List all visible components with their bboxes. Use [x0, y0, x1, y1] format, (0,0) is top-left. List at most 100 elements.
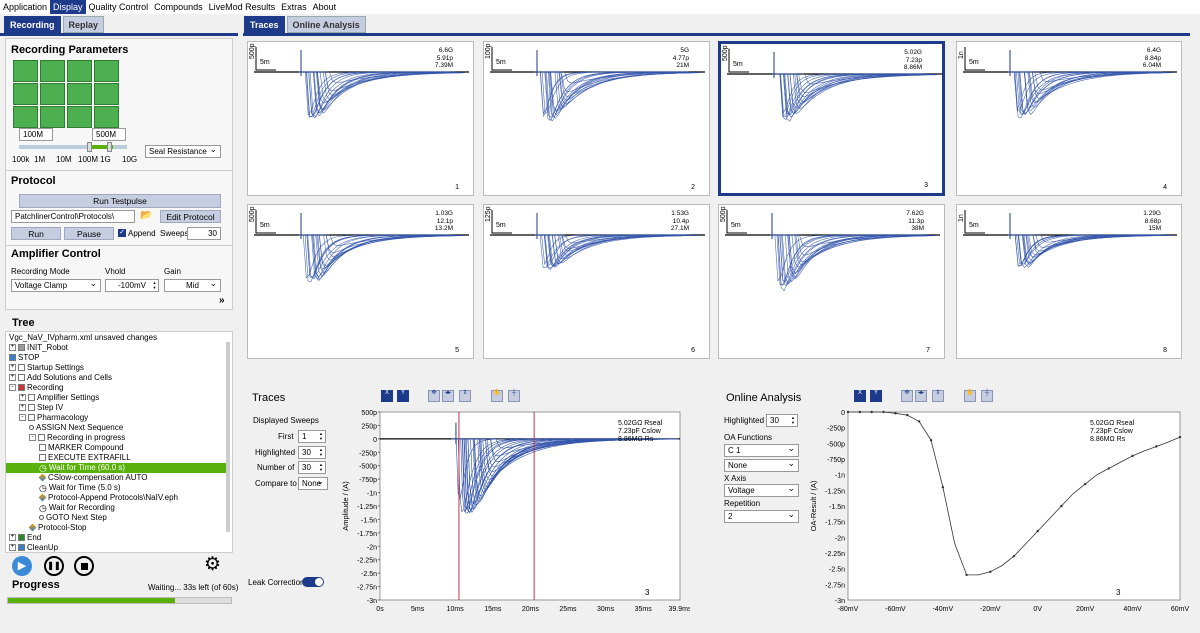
pause-button[interactable]: Pause: [64, 227, 114, 240]
traces-chart[interactable]: 500p 250p 0 -250p -500p -750p -1n -1.25n -1.5n -1…: [340, 404, 690, 628]
tree-item[interactable]: + Startup Settings: [6, 363, 226, 373]
vhold-stepper[interactable]: -100mV: [105, 279, 159, 292]
recording-mode-select[interactable]: Voltage Clamp: [11, 278, 101, 292]
menu-item-livemod-results[interactable]: LiveMod Results: [208, 2, 276, 12]
menu-item-compounds[interactable]: Compounds: [154, 2, 203, 12]
protocol-path-field[interactable]: PatchlinerControl\Protocols\: [11, 210, 135, 223]
repetition-select[interactable]: 2: [724, 509, 799, 523]
tree-item[interactable]: + Amplifier Settings: [6, 393, 226, 403]
trace-panel[interactable]: 500p 5m 5.02G 7.23p 8.86M 3: [718, 41, 945, 196]
tab-recording[interactable]: Recording: [4, 16, 61, 33]
scroll-y-icon[interactable]: ⇕: [459, 390, 471, 402]
scroll-x-icon[interactable]: ◂▸: [442, 390, 454, 402]
tree-item[interactable]: Vgc_NaV_IVpharm.xml unsaved changes: [6, 333, 226, 343]
expand-toggle-icon[interactable]: +: [9, 544, 16, 552]
pan-icon[interactable]: ✥: [901, 390, 913, 402]
magnify-x-icon[interactable]: X: [381, 390, 393, 402]
gain-select[interactable]: Mid: [164, 278, 221, 292]
scroll-x-icon[interactable]: ◂▸: [915, 390, 927, 402]
expand-toggle-icon[interactable]: +: [19, 404, 26, 412]
expand-toggle-icon[interactable]: -: [9, 384, 16, 392]
expand-toggle-icon[interactable]: +: [19, 394, 26, 402]
trace-panel[interactable]: 500p 5m 1.03G 12.1p 13.2M 5: [247, 204, 474, 359]
tab-replay[interactable]: Replay: [62, 16, 105, 33]
well-cell[interactable]: [67, 106, 92, 128]
highlighted-stepper[interactable]: 30: [298, 446, 326, 459]
well-cell[interactable]: [40, 106, 65, 128]
trace-panel[interactable]: 1n 5m 1.29G 8.68p 15M 8: [956, 204, 1182, 359]
folder-icon[interactable]: 📂: [140, 210, 153, 221]
tree-scrollbar[interactable]: [226, 342, 230, 532]
menu-item-display[interactable]: Display: [50, 0, 86, 14]
oa-highlighted-stepper[interactable]: 30: [766, 414, 798, 427]
tree-item[interactable]: MARKER Compound: [6, 443, 226, 453]
gear-icon[interactable]: ⚙: [204, 554, 222, 575]
edit-protocol-button[interactable]: Edit Protocol: [160, 210, 221, 223]
first-stepper[interactable]: 1: [298, 430, 326, 443]
append-checkbox[interactable]: ✓: [118, 229, 126, 237]
tree-item[interactable]: + Add Solutions and Cells: [6, 373, 226, 383]
min-resistance-field[interactable]: 100M: [19, 128, 53, 141]
range-slider-handle-max[interactable]: [107, 142, 112, 152]
scroll-y-icon[interactable]: ⇕: [932, 390, 944, 402]
menu-item-extras[interactable]: Extras: [281, 2, 307, 12]
tree-item[interactable]: ◷ Wait for Time (5.0 s): [6, 483, 226, 493]
well-cell[interactable]: [94, 60, 119, 82]
leak-correction-toggle[interactable]: [302, 577, 324, 587]
oa-function-select[interactable]: C 1: [724, 443, 799, 457]
expand-toggle-icon[interactable]: -: [19, 414, 26, 422]
expand-toggle-icon[interactable]: -: [29, 434, 36, 442]
hand-icon[interactable]: ✋: [491, 390, 503, 402]
oa-function2-select[interactable]: None: [724, 458, 799, 472]
tree-view[interactable]: Vgc_NaV_IVpharm.xml unsaved changes + INIT…: [5, 331, 233, 553]
trace-panel[interactable]: 500p 5m 6.6G 5.91p 7.39M 1: [247, 41, 474, 196]
tree-item[interactable]: + Step IV: [6, 403, 226, 413]
hand-icon[interactable]: ✋: [964, 390, 976, 402]
trace-panel[interactable]: 100p 5m 5G 4.77p 21M 2: [483, 41, 710, 196]
tree-item[interactable]: Protocol-Stop: [6, 523, 226, 533]
tree-item[interactable]: EXECUTE EXTRAFILL: [6, 453, 226, 463]
seal-resistance-select[interactable]: Seal Resistance: [145, 144, 221, 158]
magnify-x-icon[interactable]: X: [854, 390, 866, 402]
expand-toggle-icon[interactable]: +: [9, 534, 16, 542]
magnify-y-icon[interactable]: Y: [870, 390, 882, 402]
crosshair-icon[interactable]: ┼: [508, 390, 520, 402]
max-resistance-field[interactable]: 500M: [92, 128, 126, 141]
sweeps-field[interactable]: 30: [187, 227, 221, 240]
expand-chevron-icon[interactable]: »: [219, 295, 225, 306]
tree-item[interactable]: + End: [6, 533, 226, 543]
well-cell[interactable]: [40, 60, 65, 82]
tree-item[interactable]: GOTO Next Step: [6, 513, 226, 523]
play-icon[interactable]: ▶: [12, 556, 32, 576]
tree-item[interactable]: ◷ Wait for Recording: [6, 503, 226, 513]
well-cell[interactable]: [13, 83, 38, 105]
tree-item[interactable]: Protocol-Append Protocols\NaIV.eph: [6, 493, 226, 503]
tree-item[interactable]: CSlow-compensation AUTO: [6, 473, 226, 483]
x-axis-select[interactable]: Voltage: [724, 483, 799, 497]
well-cell[interactable]: [40, 83, 65, 105]
run-testpulse-button[interactable]: Run Testpulse: [19, 194, 221, 208]
tree-item[interactable]: STOP: [6, 353, 226, 363]
expand-toggle-icon[interactable]: +: [9, 344, 16, 352]
pause-icon[interactable]: ❚❚: [44, 556, 64, 576]
tab-online-analysis[interactable]: Online Analysis: [286, 16, 366, 33]
stop-icon[interactable]: [74, 556, 94, 576]
menu-item-quality-control[interactable]: Quality Control: [88, 2, 149, 12]
tree-item[interactable]: - Recording: [6, 383, 226, 393]
tab-traces[interactable]: Traces: [244, 16, 285, 33]
menu-item-application[interactable]: Application: [3, 2, 48, 12]
well-cell[interactable]: [13, 106, 38, 128]
trace-panel[interactable]: 125p 5m 1.53G 10.4p 27.1M 6: [483, 204, 710, 359]
range-slider-track[interactable]: [19, 142, 127, 152]
trace-panel[interactable]: 500p 5m 7.62G 11.3p 38M 7: [718, 204, 945, 359]
tree-item[interactable]: - Recording in progress: [6, 433, 226, 443]
crosshair-icon[interactable]: ┼: [981, 390, 993, 402]
pan-icon[interactable]: ✥: [428, 390, 440, 402]
tree-item[interactable]: - Pharmacology: [6, 413, 226, 423]
trace-panel[interactable]: 1n 5m 6.4G 8.84p 6.04M 4: [956, 41, 1182, 196]
well-cell[interactable]: [13, 60, 38, 82]
tree-item[interactable]: ASSIGN Next Sequence: [6, 423, 226, 433]
magnify-y-icon[interactable]: Y: [397, 390, 409, 402]
range-slider-handle-min[interactable]: [87, 142, 92, 152]
tree-item[interactable]: + CleanUp: [6, 543, 226, 552]
